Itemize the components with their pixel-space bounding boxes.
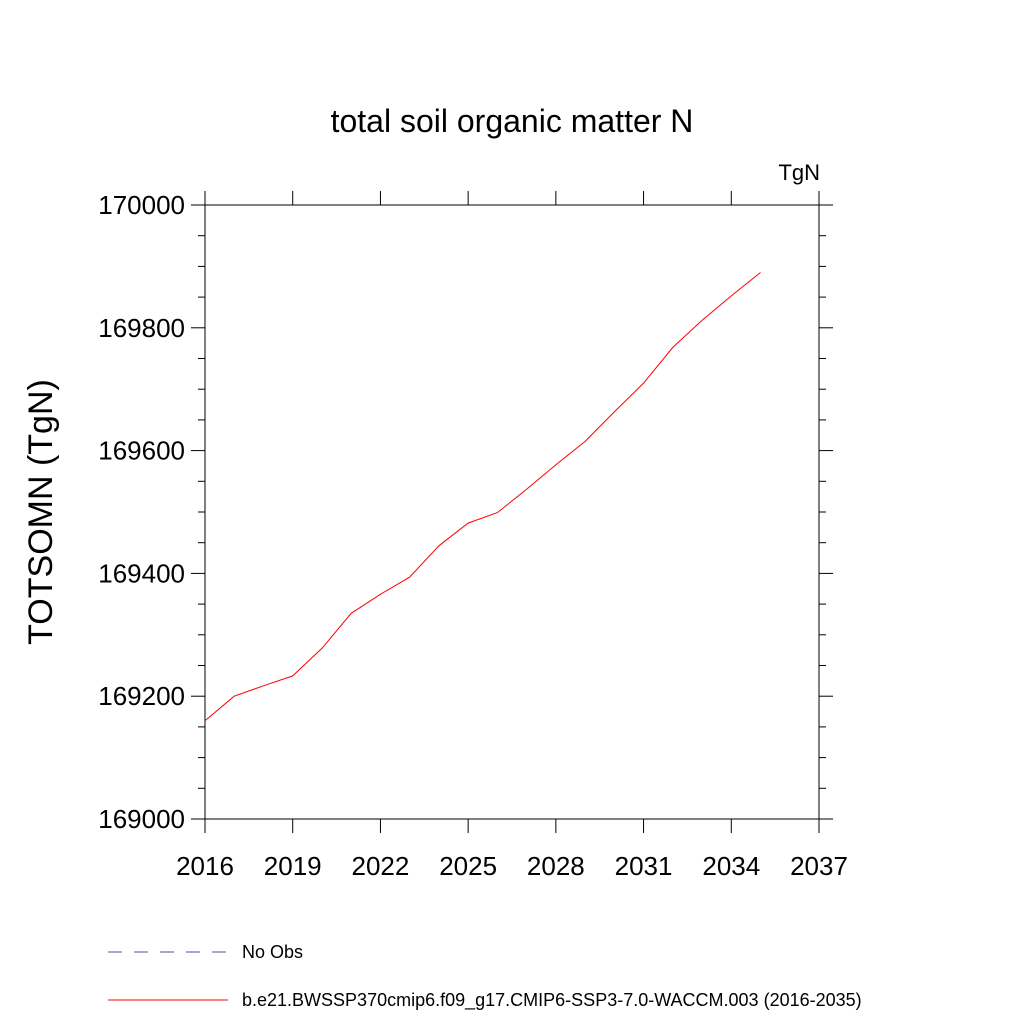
series-group [204,272,761,722]
y-tick-label: 170000 [98,190,185,220]
x-tick-label: 2034 [702,851,760,881]
x-tick-labels: 2016 2019 2022 2025 2028 2031 2034 2037 [176,851,848,881]
plot-frame [204,204,820,820]
y-tick-label: 169200 [98,681,185,711]
y-tick-labels: 169000 169200 169400 169600 169800 170000 [98,190,185,834]
y-tick-label: 169400 [98,558,185,588]
series-line [204,272,761,722]
axis-ticks [191,191,833,833]
units-label: TgN [778,160,820,185]
legend-label: b.e21.BWSSP370cmip6.f09_g17.CMIP6-SSP3-7… [242,990,862,1011]
x-tick-label: 2022 [352,851,410,881]
x-tick-label: 2028 [527,851,585,881]
y-axis-label: TOTSOMN (TgN) [22,379,60,645]
legend-label: No Obs [242,942,303,962]
x-tick-label: 2016 [176,851,234,881]
x-tick-label: 2025 [439,851,497,881]
x-tick-label: 2031 [615,851,673,881]
y-tick-label: 169000 [98,804,185,834]
chart-title: total soil organic matter N [331,103,694,139]
y-tick-label: 169800 [98,313,185,343]
x-tick-label: 2037 [790,851,848,881]
legend: No Obs b.e21.BWSSP370cmip6.f09_g17.CMIP6-… [108,942,862,1011]
x-tick-label: 2019 [264,851,322,881]
y-tick-label: 169600 [98,436,185,466]
